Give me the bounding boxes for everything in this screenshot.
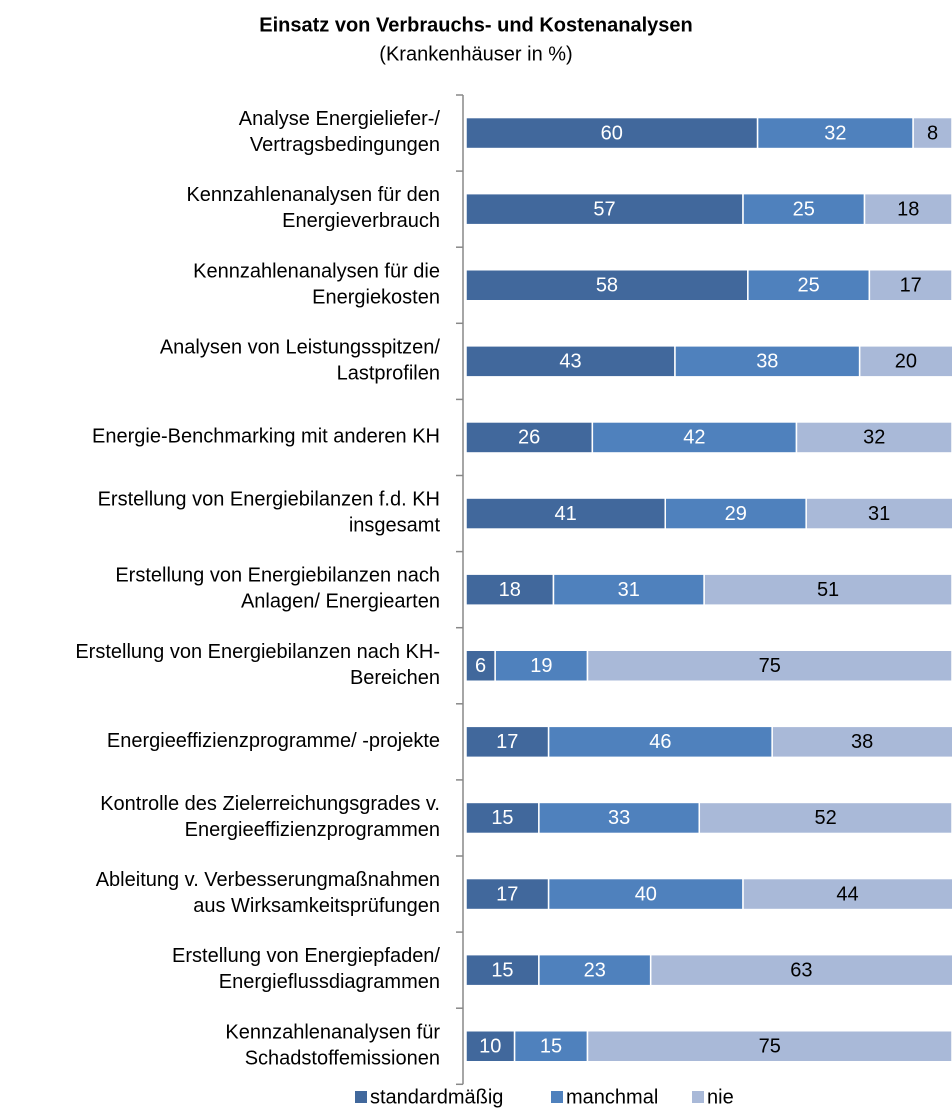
bar-segment [591, 421, 798, 454]
value-label: 15 [540, 1036, 562, 1058]
bar-segment [698, 801, 952, 835]
value-label: 42 [683, 427, 705, 449]
value-label: 41 [555, 503, 577, 525]
bar-segment [465, 801, 540, 835]
bar-segment [742, 192, 866, 226]
category-label: Ableitung v. Verbesserungmaßnahmen aus Wi… [96, 869, 440, 917]
value-label: 25 [798, 275, 820, 297]
bar-segment [465, 421, 594, 454]
value-label: 23 [584, 959, 606, 981]
category-label: Analysen von Leistungsspitzen/Lastprofil… [160, 337, 441, 385]
bar-segment [465, 116, 759, 150]
value-label: 63 [790, 959, 812, 981]
value-label: 38 [756, 351, 778, 373]
value-label: 32 [863, 427, 885, 449]
value-label: 25 [793, 198, 815, 220]
value-label: 20 [895, 351, 917, 373]
category-label: Kennzahlenanalysen für den Energieverbrau… [186, 184, 440, 232]
bar-segment [649, 953, 952, 987]
bar-segment [465, 877, 550, 911]
category-label: Erstellung von Energiebilanzen nach KH-B… [75, 641, 440, 689]
value-label: 19 [530, 655, 552, 677]
value-label: 33 [608, 807, 630, 829]
category-label: Erstellung von Energiebilanzen f.d. KH in… [98, 489, 441, 537]
bar-segment [538, 953, 652, 987]
bar-segment [912, 116, 952, 150]
bar-segment [747, 269, 871, 302]
bar-segment [465, 573, 555, 606]
value-label: 43 [559, 351, 581, 373]
chart-subtitle: (Krankenhäuser in %) [379, 43, 572, 65]
bar-segment [465, 345, 676, 378]
value-label: 52 [815, 807, 837, 829]
bar-segment [465, 725, 550, 759]
legend-swatch [551, 1091, 563, 1103]
value-label: 18 [897, 198, 919, 220]
bar-segment [664, 497, 807, 530]
legend-swatch [692, 1091, 704, 1103]
value-label: 58 [596, 275, 618, 297]
bar-segment [465, 192, 744, 226]
bar-segment [771, 725, 952, 759]
category-label: Kennzahlenanalysen für Schadstoffemission… [225, 1022, 440, 1070]
bar-segment [547, 725, 773, 759]
value-label: 57 [593, 198, 615, 220]
bar-segment [465, 497, 667, 530]
category-label: Erstellung von Energiebilanzen nach Anlag… [115, 565, 440, 613]
value-label: 29 [725, 503, 747, 525]
value-label: 46 [649, 731, 671, 753]
legend-label: nie [707, 1086, 734, 1108]
chart-title: Einsatz von Verbrauchs- und Kostenanalys… [259, 14, 692, 36]
value-label: 17 [496, 731, 518, 753]
bar-segment [547, 877, 744, 911]
bar-segment [795, 421, 952, 454]
bar-segment [858, 345, 952, 378]
value-label: 8 [927, 122, 938, 144]
value-label: 31 [868, 503, 890, 525]
value-label: 17 [496, 883, 518, 905]
bar-segment [552, 573, 705, 606]
category-label: Kontrolle des Zielerreichungsgrades v. En… [100, 793, 440, 841]
value-label: 6 [475, 655, 486, 677]
value-label: 31 [618, 579, 640, 601]
bar-segment [465, 649, 496, 682]
bar-segment [863, 192, 952, 226]
value-label: 44 [836, 883, 858, 905]
legend-swatch [355, 1091, 367, 1103]
bar-segment [742, 877, 952, 911]
legend-label: standardmäßig [370, 1086, 503, 1108]
value-label: 17 [900, 275, 922, 297]
value-label: 75 [759, 1036, 781, 1058]
value-label: 18 [499, 579, 521, 601]
category-label: Energie-Benchmarking mit anderen KH [92, 426, 440, 448]
category-label: Erstellung von Energiepfaden/Energieflus… [172, 945, 440, 993]
value-label: 26 [518, 427, 540, 449]
bar-segment [868, 269, 952, 302]
bar-segment [703, 573, 952, 606]
bar-segment [586, 1030, 952, 1063]
category-label: Analyse Energieliefer-/Vertragsbedingung… [239, 108, 441, 156]
value-label: 10 [479, 1036, 501, 1058]
value-label: 60 [601, 122, 623, 144]
value-label: 15 [491, 959, 513, 981]
value-label: 75 [759, 655, 781, 677]
category-label: Energieeffizienzprogramme/ -projekte [107, 730, 440, 752]
value-label: 15 [491, 807, 513, 829]
legend-label: manchmal [566, 1086, 658, 1108]
bar-segment [805, 497, 952, 530]
bar-segment [586, 649, 952, 682]
value-label: 40 [635, 883, 657, 905]
bar-segment [465, 1030, 516, 1063]
category-label: Kennzahlenanalysen für die Energiekosten [193, 261, 440, 309]
value-label: 32 [824, 122, 846, 144]
value-label: 38 [851, 731, 873, 753]
value-label: 51 [817, 579, 839, 601]
bar-segment [465, 269, 749, 302]
